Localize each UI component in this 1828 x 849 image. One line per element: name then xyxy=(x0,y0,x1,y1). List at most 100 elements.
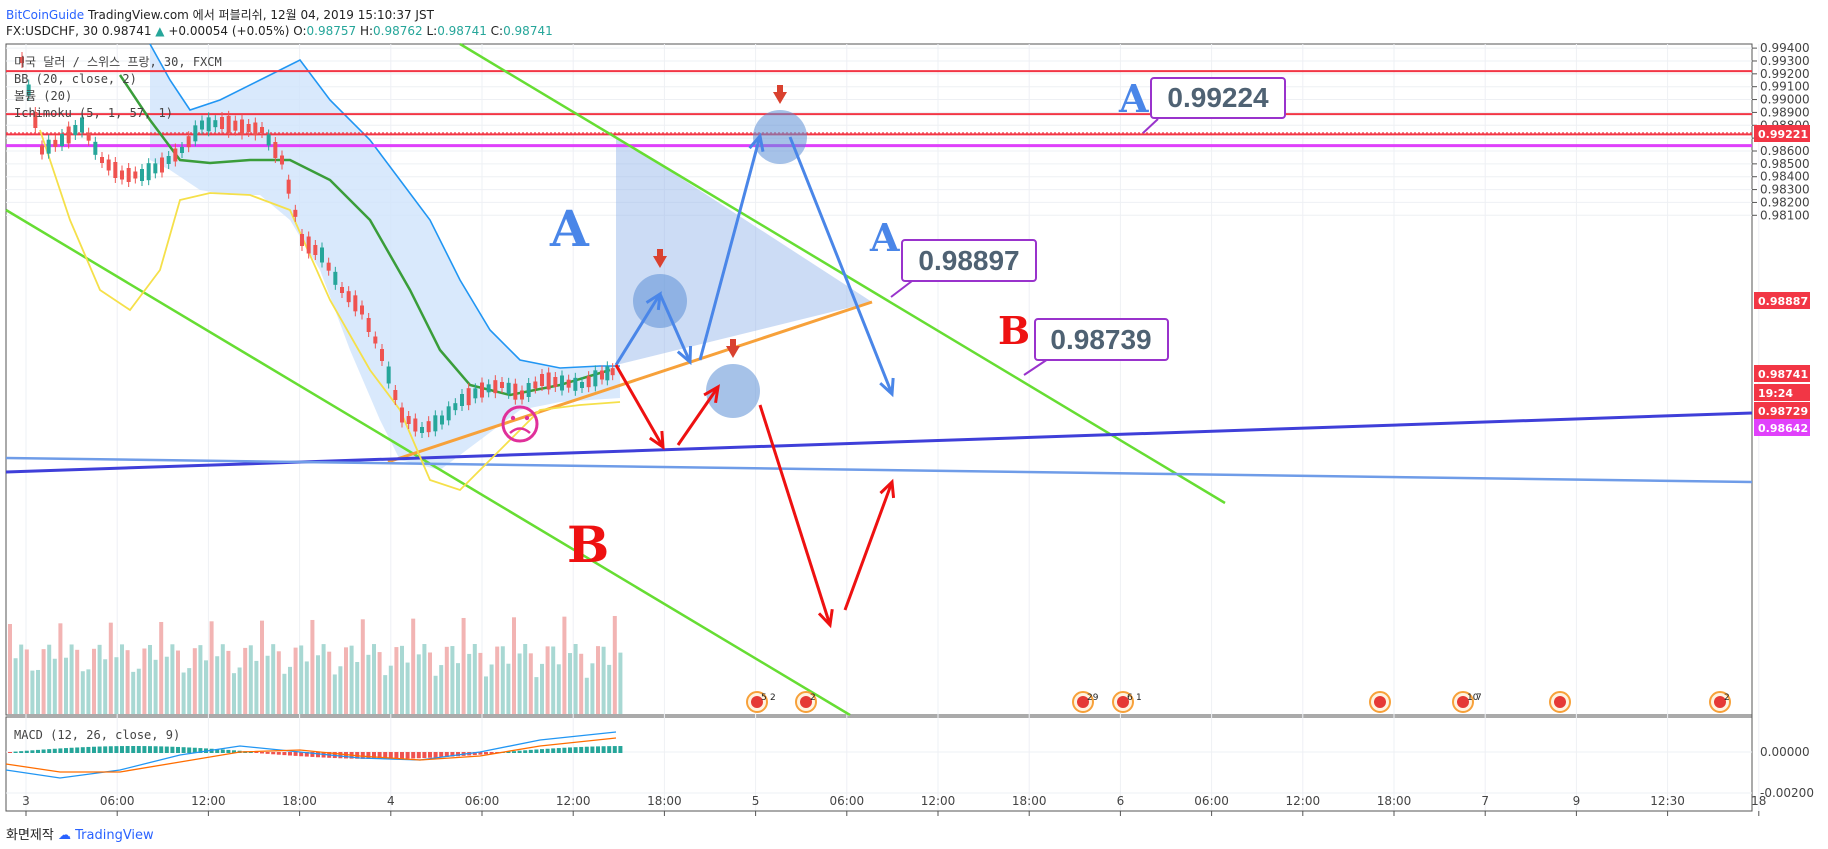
macd-bar xyxy=(271,752,276,755)
volume-bar xyxy=(131,671,136,714)
candle-body xyxy=(120,170,124,180)
volume-bar xyxy=(52,658,57,714)
macd-bar xyxy=(103,746,108,753)
candle-body xyxy=(60,134,64,146)
footer-brand[interactable]: TradingView xyxy=(75,828,154,843)
candle-body xyxy=(40,145,44,155)
x-tick-label: 06:00 xyxy=(465,794,500,808)
macd-bar xyxy=(310,752,315,757)
macd-bar xyxy=(573,747,578,753)
down-arrow-stem xyxy=(730,339,736,346)
candle-body xyxy=(340,287,344,293)
x-tick-label: 06:00 xyxy=(830,794,865,808)
macd-pane[interactable] xyxy=(5,716,1753,812)
callout-top-letter: A xyxy=(1118,76,1149,121)
volume-bar xyxy=(612,615,617,714)
x-tick-label: 3 xyxy=(22,794,30,808)
symbol-label: FX:USDCHF, 30 xyxy=(6,24,99,38)
callout-low[interactable]: B 0.98739 xyxy=(998,308,1169,376)
macd-bar xyxy=(612,746,617,753)
candle-body xyxy=(33,112,38,128)
price-label-bg xyxy=(1754,384,1810,401)
x-tick-label: 06:00 xyxy=(100,794,135,808)
volume-bar xyxy=(282,673,287,714)
macd-bar xyxy=(288,752,292,756)
macd-bar xyxy=(30,750,35,753)
macd-bar xyxy=(316,752,320,758)
y-tick-label: 0.98500 xyxy=(1760,157,1810,171)
source-label[interactable]: BitCoinGuide xyxy=(6,8,85,22)
volume-bar xyxy=(444,646,449,714)
price-label-bg xyxy=(1754,402,1810,419)
arrow-line xyxy=(843,481,894,611)
target-circle xyxy=(753,110,807,164)
flag-dot-icon xyxy=(751,696,763,708)
macd-bar xyxy=(108,746,113,753)
price-axis[interactable]: 0.994000.993000.992000.991000.990000.989… xyxy=(1752,41,1814,800)
candle-body xyxy=(113,162,118,178)
candles xyxy=(20,52,615,438)
macd-bar xyxy=(8,752,12,753)
volume-bar xyxy=(248,645,253,714)
ichimoku-line xyxy=(118,74,611,397)
volume-bar xyxy=(573,644,578,714)
low-label: L: xyxy=(426,24,438,38)
price-label-bg xyxy=(1754,125,1810,142)
flag-dot-icon xyxy=(1457,696,1469,708)
callout-mid[interactable]: A 0.98897 xyxy=(869,215,1037,298)
candle-body xyxy=(86,132,91,141)
macd-bar xyxy=(338,752,343,759)
macd-bar xyxy=(170,746,175,753)
volume-bar xyxy=(349,645,354,714)
volume-bar xyxy=(232,673,236,714)
macd-bar xyxy=(618,746,623,753)
event-badge-2: 7 xyxy=(1476,693,1482,703)
x-tick-label: 18:00 xyxy=(1377,794,1412,808)
volume-bar xyxy=(461,617,466,714)
volume-bar xyxy=(596,646,600,714)
x-tick-label: 5 xyxy=(752,794,760,808)
volume-bar xyxy=(355,662,360,714)
macd-bar xyxy=(265,752,270,754)
macd-bar xyxy=(444,752,449,757)
volume-bar xyxy=(64,657,68,714)
arrow-head xyxy=(879,377,895,398)
x-tick-label: 18:00 xyxy=(282,794,317,808)
candle-body xyxy=(413,418,418,432)
macd-bar xyxy=(226,749,231,753)
volume-bar xyxy=(187,668,192,714)
macd-bar xyxy=(596,746,600,753)
volume-bar xyxy=(500,646,505,714)
legend-volume: 볼륨 (20) xyxy=(14,89,72,103)
candle-body xyxy=(440,415,444,425)
x-tick-label: 12:00 xyxy=(191,794,226,808)
target-circle xyxy=(706,364,760,418)
volume-bar xyxy=(506,663,511,714)
volume-bar xyxy=(551,646,556,714)
candle-body xyxy=(360,305,364,315)
macd-bar xyxy=(416,752,421,759)
candle-body xyxy=(246,124,251,132)
candle-body xyxy=(605,366,610,381)
bb-upper-line xyxy=(149,43,620,369)
candle-body xyxy=(393,390,398,400)
candle-body xyxy=(480,382,484,398)
candle-body xyxy=(80,117,84,133)
candle-body xyxy=(133,171,138,179)
candle-body xyxy=(320,247,324,263)
candle-body xyxy=(286,179,291,194)
up-triangle-icon: ▲ xyxy=(155,24,165,38)
candle-body xyxy=(500,382,504,388)
legend-ichimoku: Ichimoku (5, 1, 57, 1) xyxy=(14,106,173,120)
callout-top[interactable]: A 0.99224 xyxy=(1118,76,1286,134)
down-arrow-stem xyxy=(777,85,783,92)
macd-bar xyxy=(484,752,488,755)
macd-bar xyxy=(439,752,444,758)
candle-body xyxy=(140,169,144,181)
macd-bar xyxy=(64,748,68,753)
time-axis[interactable]: 3 06:00 12:00 18:00 4 06:00 12:00 18:00 5 06:00 12… xyxy=(6,794,1766,816)
macd-bar xyxy=(232,750,236,753)
macd-bar xyxy=(198,748,203,753)
macd-bar xyxy=(456,752,460,757)
